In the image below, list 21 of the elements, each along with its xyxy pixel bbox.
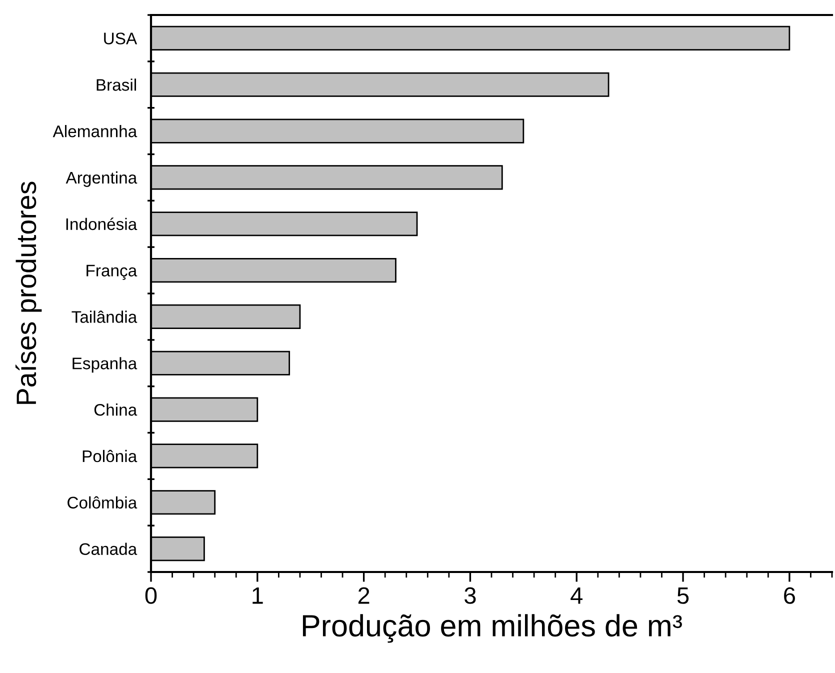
x-tick-label: 0 [145,587,157,604]
y-tick-label: China [94,404,138,416]
y-tick-label: Brasil [96,78,136,91]
x-tick-label: 3 [464,587,476,604]
y-tick-label: Indonésia [66,218,138,230]
y-tick-label: Polônia [82,450,138,462]
y-axis-title: Países produtores [15,182,42,404]
x-tick-label: 1 [252,587,263,604]
y-tick-label: Colômbia [68,496,138,509]
x-tick-label: 4 [570,587,582,604]
y-tick-label: Canada [80,542,138,555]
y-tick-label: França [86,264,138,280]
y-tick-label: Tailândia [72,310,138,323]
y-tick-label: Espanha [72,357,138,373]
y-tick-label: Argentina [66,171,138,187]
x-axis-title: Produção em milhões de m³ [302,614,682,643]
x-tick-label: 2 [358,587,370,604]
x-tick-label: 5 [677,587,689,604]
x-tick-label: 6 [784,587,795,604]
y-tick-label: USA [104,32,138,44]
y-tick-label: Alemannha [52,125,138,138]
